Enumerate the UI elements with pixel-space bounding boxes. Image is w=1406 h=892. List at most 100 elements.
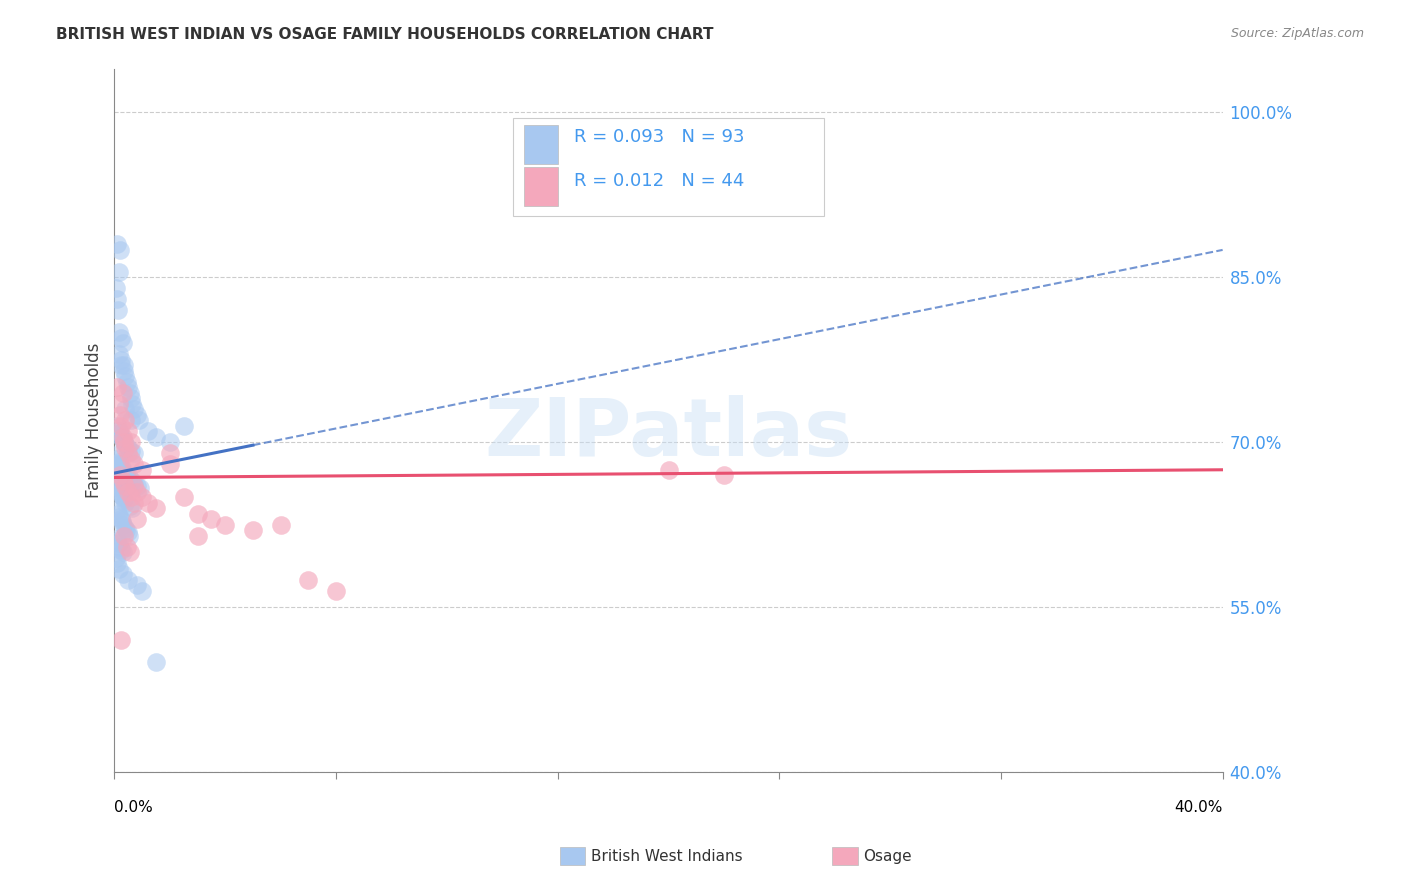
Text: BRITISH WEST INDIAN VS OSAGE FAMILY HOUSEHOLDS CORRELATION CHART: BRITISH WEST INDIAN VS OSAGE FAMILY HOUS… — [56, 27, 714, 42]
Point — [122, 496, 145, 510]
Point — [105, 451, 128, 466]
Point — [105, 534, 128, 549]
Point — [159, 435, 181, 450]
Text: Osage: Osage — [863, 849, 912, 863]
Point — [115, 375, 138, 389]
Point — [159, 457, 181, 471]
Point — [129, 482, 152, 496]
Point — [112, 529, 135, 543]
Point — [107, 455, 129, 469]
Text: R = 0.012   N = 44: R = 0.012 N = 44 — [574, 172, 745, 190]
Point — [114, 369, 136, 384]
Point — [104, 281, 127, 295]
Point — [186, 529, 208, 543]
Point — [108, 562, 131, 576]
Point — [214, 517, 236, 532]
Point — [108, 426, 131, 441]
Point — [120, 435, 142, 450]
Point — [114, 479, 136, 493]
Point — [125, 512, 148, 526]
Point — [120, 490, 142, 504]
Point — [110, 543, 132, 558]
Point — [104, 532, 127, 546]
Point — [107, 397, 129, 411]
Point — [114, 402, 136, 417]
Point — [111, 474, 134, 488]
Point — [108, 510, 131, 524]
Point — [122, 402, 145, 417]
Point — [325, 583, 347, 598]
Point — [297, 573, 319, 587]
Point — [111, 336, 134, 351]
Point — [110, 418, 132, 433]
Point — [115, 468, 138, 483]
Point — [105, 457, 128, 471]
Point — [145, 430, 167, 444]
Point — [111, 545, 134, 559]
Point — [118, 470, 141, 484]
Text: 40.0%: 40.0% — [1174, 800, 1223, 815]
Point — [112, 517, 135, 532]
Point — [120, 451, 142, 466]
Point — [110, 352, 132, 367]
Point — [125, 408, 148, 422]
FancyBboxPatch shape — [524, 125, 558, 163]
Point — [105, 418, 128, 433]
Point — [104, 477, 127, 491]
Point — [117, 446, 139, 460]
Point — [107, 482, 129, 496]
Point — [114, 413, 136, 427]
Point — [117, 441, 139, 455]
Point — [105, 556, 128, 570]
Point — [112, 466, 135, 480]
Text: 0.0%: 0.0% — [114, 800, 153, 815]
Point — [117, 484, 139, 499]
Point — [107, 347, 129, 361]
Point — [120, 444, 142, 458]
Point — [110, 488, 132, 502]
Point — [104, 449, 127, 463]
Point — [120, 392, 142, 406]
Point — [112, 364, 135, 378]
Point — [173, 418, 195, 433]
Point — [200, 512, 222, 526]
Point — [145, 501, 167, 516]
Point — [124, 477, 146, 491]
FancyBboxPatch shape — [513, 118, 824, 216]
Point — [108, 243, 131, 257]
Point — [657, 463, 679, 477]
Point — [110, 331, 132, 345]
Point — [107, 536, 129, 550]
Point — [114, 468, 136, 483]
Point — [127, 479, 149, 493]
Point — [105, 237, 128, 252]
Point — [115, 540, 138, 554]
Point — [112, 435, 135, 450]
Point — [114, 521, 136, 535]
Point — [136, 496, 159, 510]
Point — [108, 408, 131, 422]
Point — [111, 463, 134, 477]
Point — [125, 484, 148, 499]
Point — [110, 512, 132, 526]
Y-axis label: Family Households: Family Households — [86, 343, 103, 498]
Point — [270, 517, 292, 532]
Point — [117, 573, 139, 587]
Point — [110, 459, 132, 474]
Point — [118, 529, 141, 543]
Point — [121, 501, 143, 516]
Point — [122, 479, 145, 493]
Point — [136, 425, 159, 439]
FancyBboxPatch shape — [524, 167, 558, 206]
Point — [111, 385, 134, 400]
Point — [118, 385, 141, 400]
Text: ZIPatlas: ZIPatlas — [485, 395, 852, 474]
Point — [111, 430, 134, 444]
Point — [131, 463, 153, 477]
Point — [111, 515, 134, 529]
Point — [122, 457, 145, 471]
Point — [121, 474, 143, 488]
Point — [105, 503, 128, 517]
Point — [107, 507, 129, 521]
Point — [110, 463, 132, 477]
